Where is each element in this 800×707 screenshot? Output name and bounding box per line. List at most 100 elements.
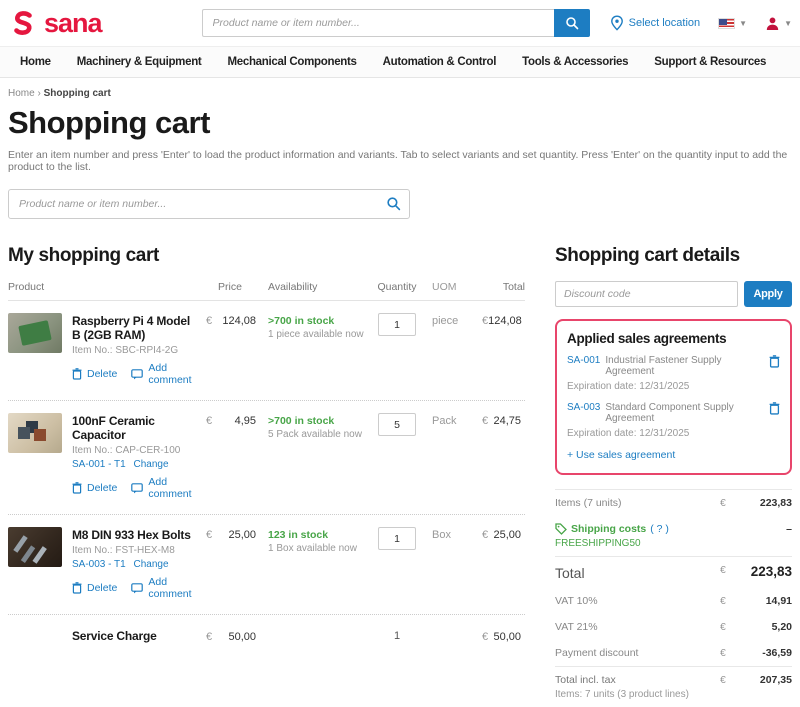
product-image — [8, 313, 62, 353]
trash-icon — [72, 368, 82, 380]
col-price: Price — [218, 281, 242, 293]
totals-vat21-row: VAT 21% € 5,20 — [555, 621, 792, 633]
change-agreement-link[interactable]: Change — [133, 459, 169, 470]
location-pin-icon — [610, 15, 624, 31]
nav-item-mechanical[interactable]: Mechanical Components — [227, 56, 357, 68]
quantity-input[interactable] — [378, 313, 416, 336]
total-cell: €124,08 — [482, 315, 522, 327]
product-image — [8, 413, 62, 453]
sana-logo[interactable]: sana — [8, 7, 103, 38]
nav-item-tools[interactable]: Tools & Accessories — [522, 56, 629, 68]
change-agreement-link[interactable]: Change — [133, 559, 169, 570]
use-sales-agreement-link[interactable]: + Use sales agreement — [567, 449, 676, 461]
product-item-no: Item No.: FST-HEX-M8 — [72, 545, 175, 556]
agreement-code-link[interactable]: SA-001 — [567, 355, 601, 366]
user-icon — [765, 16, 780, 31]
breadcrumb-home[interactable]: Home — [8, 88, 35, 99]
col-uom: UOM — [432, 281, 457, 293]
price-cell: €50,00 — [206, 631, 256, 643]
service-charge-name: Service Charge — [72, 629, 157, 643]
header-search — [201, 9, 590, 37]
remove-agreement-button[interactable] — [769, 402, 780, 415]
col-product: Product — [8, 281, 45, 293]
service-charge-row: Service Charge €50,00 1 €50,00 — [8, 615, 525, 659]
logo-text: sana — [44, 7, 103, 38]
stock-status: 123 in stock — [268, 529, 329, 541]
discount-section: Apply — [555, 281, 792, 307]
account-menu[interactable]: ▼ — [765, 16, 792, 31]
agreement-expiration: Expiration date: 12/31/2025 — [567, 381, 690, 392]
items-summary-note: Items: 7 units (3 product lines) — [555, 689, 689, 700]
quantity-input[interactable] — [378, 527, 416, 550]
search-icon[interactable] — [386, 196, 401, 211]
quick-add-input[interactable] — [8, 189, 410, 219]
shopping-cart-details: Shopping cart details Apply Applied sale… — [555, 245, 792, 707]
delete-button[interactable]: Delete — [72, 476, 117, 500]
page-title: Shopping cart — [8, 105, 210, 140]
agreement-ref: SA-003 - T1 Change — [72, 559, 169, 570]
totals-items-row: Items (7 units) € 223,83 — [555, 489, 792, 516]
totals-total-row: Total € 223,83 — [555, 556, 792, 588]
uom-cell: Box — [432, 529, 451, 541]
trash-icon — [769, 402, 780, 415]
totals-vat10-row: VAT 10% € 14,91 — [555, 595, 792, 607]
price-cell: €25,00 — [206, 529, 256, 541]
comment-icon — [131, 482, 144, 494]
breadcrumb-separator: › — [37, 88, 41, 99]
apply-discount-button[interactable]: Apply — [744, 281, 792, 307]
delete-button[interactable]: Delete — [72, 362, 117, 386]
agreement-ref: SA-001 - T1 Change — [72, 459, 169, 470]
price-cell: €4,95 — [206, 415, 256, 427]
select-location-link[interactable]: Select location — [610, 15, 700, 31]
breadcrumb: Home › Shopping cart — [8, 88, 792, 99]
trash-icon — [769, 355, 780, 368]
header-search-button[interactable] — [553, 9, 590, 37]
nav-item-automation[interactable]: Automation & Control — [382, 56, 497, 68]
add-comment-button[interactable]: Add comment — [131, 576, 200, 600]
table-header: Product Price Availability Quantity UOM … — [8, 281, 525, 301]
availability-cell: >700 in stock 5 Pack available now — [260, 413, 368, 440]
applied-sales-agreements: Applied sales agreements SA-001 Industri… — [555, 319, 792, 475]
stock-note: 1 piece available now — [268, 329, 364, 340]
uom-cell: Pack — [432, 415, 457, 427]
nav-item-home[interactable]: Home — [20, 56, 51, 68]
sana-s-icon — [8, 8, 38, 38]
details-title: Shopping cart details — [555, 245, 740, 266]
product-item-no: Item No.: SBC-RPI4-2G — [72, 345, 179, 356]
table-row: M8 DIN 933 Hex Bolts Item No.: FST-HEX-M… — [8, 515, 525, 615]
add-comment-button[interactable]: Add comment — [131, 362, 200, 386]
trash-icon — [72, 582, 82, 594]
agreement-name: Industrial Fastener Supply Agreement — [605, 355, 722, 377]
header-search-input[interactable] — [201, 9, 554, 37]
trash-icon — [72, 482, 82, 494]
nav-item-machinery[interactable]: Machinery & Equipment — [76, 56, 202, 68]
chevron-down-icon: ▼ — [739, 18, 748, 28]
agreement-code-link[interactable]: SA-003 — [567, 402, 601, 413]
discount-code-input[interactable] — [555, 281, 738, 307]
main-nav: Home Machinery & Equipment Mechanical Co… — [0, 46, 800, 78]
col-availability: Availability — [268, 281, 318, 293]
table-row: Raspberry Pi 4 Model B (2GB RAM) Item No… — [8, 301, 525, 401]
availability-cell: 123 in stock 1 Box available now — [260, 527, 368, 554]
quantity-input[interactable] — [378, 413, 416, 436]
remove-agreement-button[interactable] — [769, 355, 780, 368]
shipping-value: – — [786, 523, 792, 535]
shipping-costs-label: Shipping costs — [571, 523, 647, 535]
product-item-no: Item No.: CAP-CER-100 — [72, 445, 181, 456]
table-row: 100nF Ceramic Capacitor Item No.: CAP-CE… — [8, 401, 525, 515]
header: sana Select location ▼ ▼ — [0, 0, 800, 46]
product-name: M8 DIN 933 Hex Bolts — [72, 528, 191, 542]
breadcrumb-current: Shopping cart — [43, 88, 111, 99]
shipping-help-link[interactable]: ( ? ) — [650, 523, 669, 535]
stock-status: >700 in stock — [268, 315, 335, 327]
quantity-text: 1 — [393, 630, 401, 642]
language-selector[interactable]: ▼ — [718, 17, 748, 29]
chevron-down-icon: ▼ — [784, 18, 792, 28]
delete-button[interactable]: Delete — [72, 576, 117, 600]
agreement-item: SA-003 Standard Component Supply Agreeme… — [567, 402, 780, 439]
nav-item-support[interactable]: Support & Resources — [654, 56, 767, 68]
add-comment-button[interactable]: Add comment — [131, 476, 200, 500]
totals-payment-discount-row: Payment discount € -36,59 — [555, 647, 792, 659]
header-actions: Select location ▼ ▼ — [610, 15, 792, 31]
stock-note: 5 Pack available now — [268, 429, 362, 440]
